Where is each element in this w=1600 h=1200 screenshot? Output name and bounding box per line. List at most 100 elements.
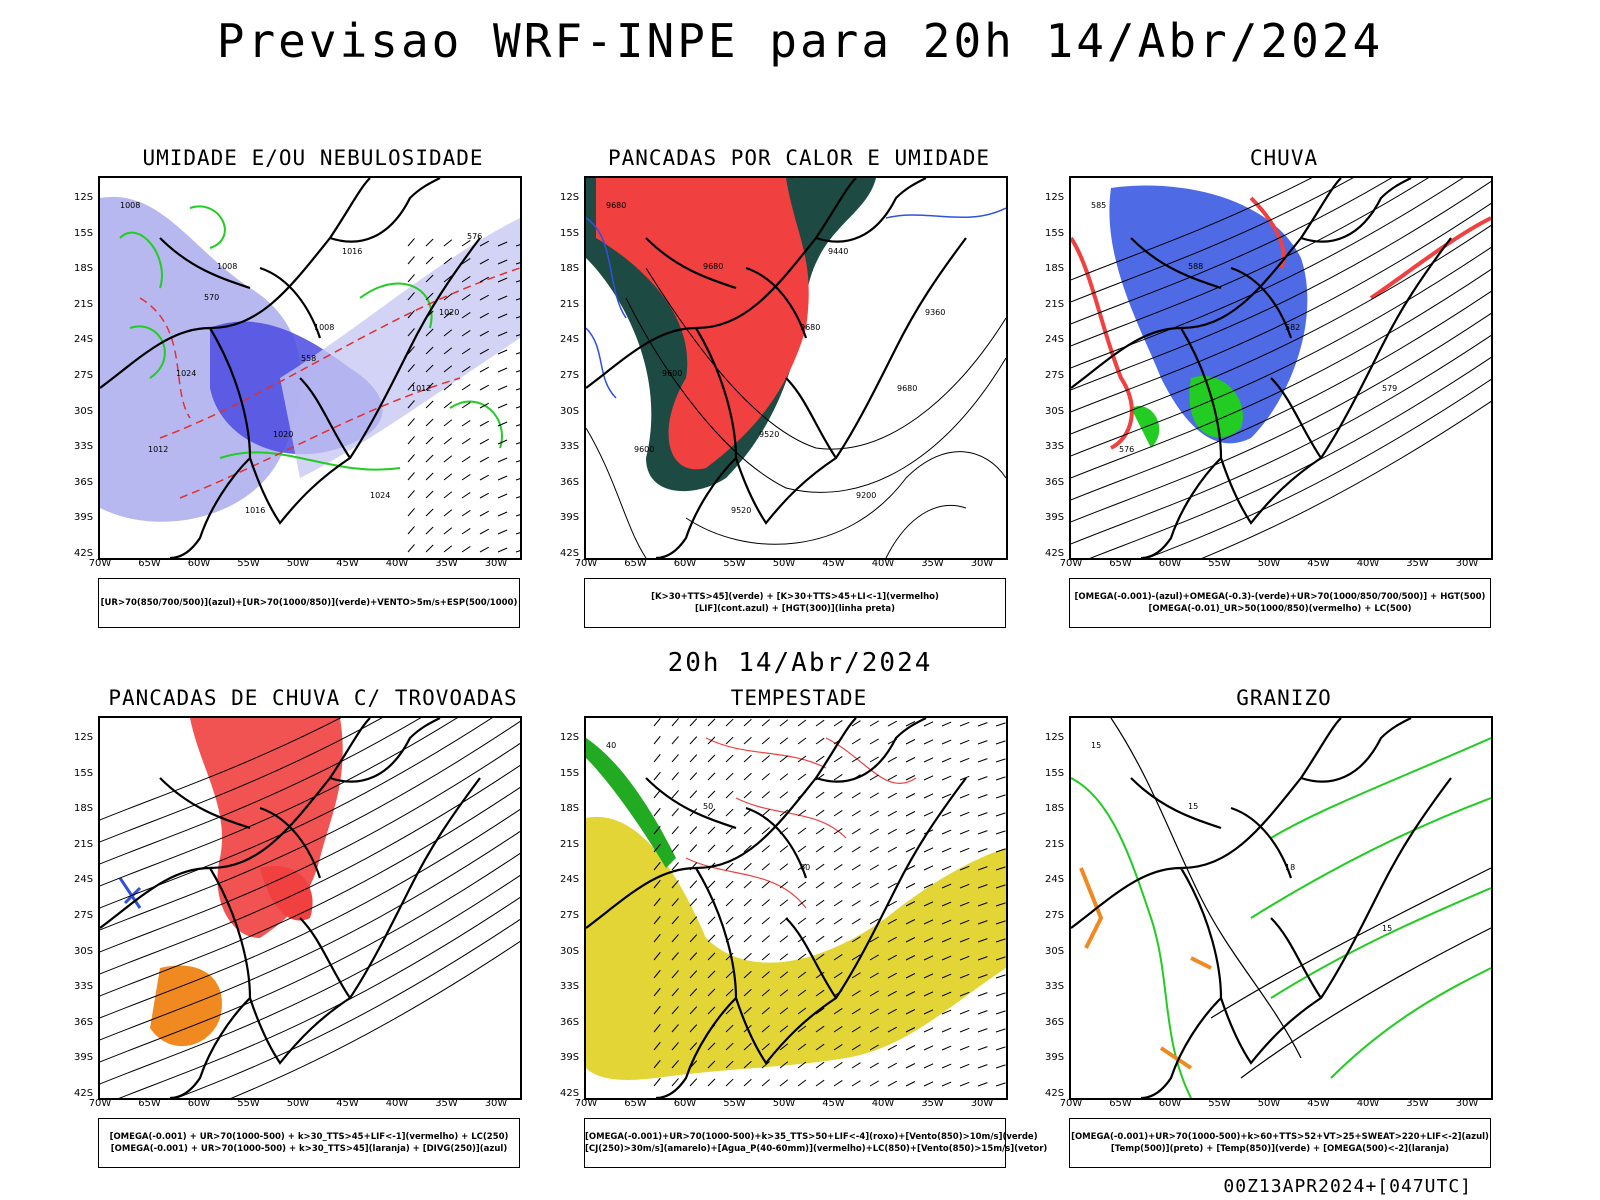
wind-vector (461, 456, 471, 463)
page-title: Previsao WRF-INPE para 20h 14/Abr/2024 (216, 14, 1384, 68)
wind-vector (653, 843, 661, 853)
contour-label: 9200 (856, 491, 876, 500)
wind-vector (797, 755, 807, 763)
lon-tick-label: 55W (1208, 558, 1231, 569)
wind-vector (995, 740, 1006, 745)
lat-tick-label: 42S (1045, 548, 1065, 559)
lat-tick-label: 21S (1045, 298, 1065, 310)
lat-tick-label: 27S (560, 910, 580, 921)
wind-vector (797, 1079, 807, 1087)
legend-line: [LIF](cont.azul) + [HGT(300)](linha pret… (694, 604, 896, 614)
streamline (1071, 246, 1491, 457)
wind-vector (815, 953, 825, 961)
wind-vector (689, 736, 698, 745)
wind-vector (905, 829, 916, 835)
lon-tick-label: 55W (1208, 1098, 1231, 1109)
lon-tick-label: 65W (138, 558, 161, 569)
wind-vector (887, 756, 898, 763)
wind-vector (461, 366, 471, 373)
wind-vector (815, 881, 825, 889)
legend-line: [OMEGA(-0.001)+UR>70(1000-500)+k>60+TTS>… (1071, 1132, 1489, 1142)
wind-vector (797, 899, 807, 907)
contour-label: 570 (204, 293, 219, 302)
wind-vector (977, 1010, 988, 1015)
wind-vector (689, 826, 698, 835)
wind-vector (923, 1045, 934, 1051)
lifted-index-contours (586, 207, 1006, 399)
streamline (100, 718, 383, 843)
wind-vector (653, 951, 661, 961)
wind-vector (869, 864, 879, 871)
map-pancadas-calor: 9680 9680 9680 9680 9600 9520 9440 9360 9600 9520… (584, 176, 1008, 560)
lon-tick-label: 65W (624, 558, 647, 569)
wind-vector (725, 808, 734, 817)
wind-vector (851, 1008, 861, 1015)
wind-vector (671, 880, 679, 889)
contour-label: 1012 (148, 445, 168, 454)
wind-vector (851, 864, 861, 871)
wind-vector (461, 528, 471, 535)
streamline (230, 940, 520, 1098)
wind-vector (407, 364, 415, 373)
streamline (1071, 180, 1491, 391)
wind-vector (653, 879, 661, 889)
streamline (1071, 178, 1393, 325)
wind-vector (443, 545, 453, 553)
wind-vector (851, 720, 861, 727)
lon-axis: 70W 65W 60W 55W 50W 45W 40W 35W 30W (575, 558, 1008, 572)
contour-label: 50 (703, 802, 713, 811)
lon-tick-label: 65W (1109, 1098, 1132, 1109)
thickness-contours (139, 267, 520, 499)
wind-vector-field (407, 238, 520, 553)
wind-vector (479, 258, 490, 265)
lat-tick-label: 39S (1045, 512, 1065, 524)
wind-vector (707, 826, 716, 835)
streamline (100, 764, 520, 975)
wind-vector (959, 1045, 970, 1051)
wind-vector (833, 810, 843, 817)
streamline (100, 718, 342, 821)
wind-vector (725, 772, 734, 781)
wind-vector (725, 898, 734, 907)
wind-vector (461, 384, 471, 391)
wind-vector (689, 880, 698, 889)
wind-vector (671, 790, 679, 799)
wind-vector (761, 881, 770, 889)
wind-vector (461, 546, 471, 553)
wind-vector (689, 1078, 698, 1087)
wind-vector (959, 1081, 970, 1087)
wind-vector (887, 918, 898, 925)
wind-vector (995, 1082, 1006, 1087)
wind-vector (833, 1008, 843, 1015)
wind-vector (515, 550, 520, 553)
wind-vector (425, 472, 434, 481)
wind-vector (707, 934, 716, 943)
wind-vector (707, 1060, 716, 1069)
wind-vector (443, 455, 453, 463)
wind-vector (923, 811, 934, 817)
wind-vector (779, 1061, 789, 1069)
lat-tick-label: 27S (1045, 910, 1065, 921)
wind-vector (959, 847, 970, 853)
wind-vector (905, 757, 916, 763)
wind-vector (995, 776, 1006, 781)
lat-tick-label: 21S (560, 298, 580, 310)
wind-vector (725, 1024, 734, 1033)
lat-axis: 12S 15S 18S 21S 24S 27S 30S 33S 36S 39S 42S (560, 176, 584, 559)
panel-legend: [OMEGA(-0.001)-(azul)+OMEGA(-0.3)-(verde… (1069, 578, 1491, 628)
wind-vector (977, 1046, 988, 1051)
wind-vector (869, 918, 879, 925)
lat-tick-label: 24S (1045, 874, 1065, 886)
map-tempestade: 40 50 60 (584, 716, 1008, 1100)
wind-vector (995, 938, 1006, 943)
wind-vector (407, 256, 415, 265)
omega-area-green (1131, 376, 1243, 448)
wind-vector (707, 952, 716, 961)
lon-tick-label: 55W (237, 558, 260, 569)
wind-vector (977, 740, 988, 745)
contour-label: 18 (1285, 863, 1295, 872)
wind-vector (761, 1061, 770, 1069)
omega-area-blue (1109, 185, 1308, 444)
wind-vector (425, 346, 434, 355)
contour-label: 9680 (606, 201, 626, 210)
